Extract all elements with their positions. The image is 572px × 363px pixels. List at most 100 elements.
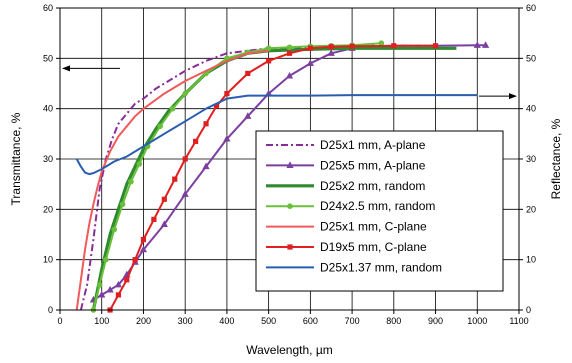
data-point-circle xyxy=(182,90,188,97)
y-tick-label-left: 50 xyxy=(43,53,53,63)
right-axis-arrow-head xyxy=(509,93,517,100)
data-point-square xyxy=(203,121,209,127)
data-point-circle xyxy=(286,44,293,51)
data-point-triangle xyxy=(265,89,273,97)
data-point-square xyxy=(349,43,355,49)
data-point-triangle xyxy=(202,162,210,170)
data-point-triangle xyxy=(181,190,189,197)
y-tick-label-right: 0 xyxy=(526,305,531,315)
data-point-square xyxy=(132,257,138,263)
data-point-triangle xyxy=(223,134,231,142)
data-point-circle xyxy=(128,178,134,185)
y-tick-label-left: 20 xyxy=(43,204,53,214)
y-axis-label-left: Transmittance, % xyxy=(9,112,23,205)
data-point-circle xyxy=(157,123,163,130)
data-point-square xyxy=(140,236,147,243)
y-tick-label-left: 30 xyxy=(43,154,53,164)
y-tick-label-right: 60 xyxy=(526,3,536,13)
data-point-square xyxy=(224,90,230,97)
data-point-triangle xyxy=(244,112,252,119)
data-point-square xyxy=(307,45,313,51)
data-point-triangle xyxy=(160,220,168,228)
data-point-triangle xyxy=(286,161,294,168)
x-tick-label: 1100 xyxy=(509,316,528,326)
data-point-circle xyxy=(287,203,293,209)
y-tick-label-left: 10 xyxy=(43,255,53,265)
x-tick-label: 200 xyxy=(136,316,151,326)
legend: D25x1 mm, A-plane D25x5 mm, A-plane D25x2 … xyxy=(255,130,504,292)
data-point-square xyxy=(213,103,220,109)
series-4 xyxy=(75,49,269,311)
data-point-triangle xyxy=(106,285,114,293)
series-line xyxy=(92,42,382,311)
legend-label: D25x1.37 mm, random xyxy=(320,260,442,274)
data-point-triangle xyxy=(139,245,148,253)
y-tick-label-left: 0 xyxy=(48,305,53,315)
data-point-square xyxy=(432,43,439,49)
data-point-square xyxy=(151,216,157,222)
data-point-triangle xyxy=(306,59,314,66)
data-point-square xyxy=(328,44,334,50)
left-axis-arrow-head xyxy=(62,65,70,72)
data-point-circle xyxy=(103,256,109,263)
data-point-circle xyxy=(169,105,176,112)
data-point-square xyxy=(115,292,122,298)
x-tick-label: 100 xyxy=(94,316,109,326)
axis-arrows xyxy=(62,65,517,100)
legend-label: D19x5 mm, C-plane xyxy=(320,240,427,254)
x-tick-label: 500 xyxy=(261,316,276,326)
y-tick-label-left: 60 xyxy=(43,3,53,13)
x-tick-label: 900 xyxy=(428,316,443,326)
x-tick-label: 700 xyxy=(345,316,360,326)
x-axis-label: Wavelength, µm xyxy=(246,343,333,357)
series-5 xyxy=(107,43,439,313)
y-tick-label-right: 40 xyxy=(526,104,536,114)
data-point-circle xyxy=(96,282,103,288)
legend-box xyxy=(255,130,504,292)
data-point-triangle xyxy=(482,41,490,48)
legend-label: D25x1 mm, A-plane xyxy=(320,138,426,152)
x-tick-label: 800 xyxy=(386,316,401,326)
data-point-triangle xyxy=(285,71,294,79)
data-point-triangle xyxy=(327,49,335,56)
x-tick-label: 400 xyxy=(219,316,234,326)
data-point-square xyxy=(287,244,293,250)
data-point-triangle xyxy=(114,280,123,288)
y-axis-label-right: Reflectance, % xyxy=(549,118,563,199)
y-tick-label-right: 10 xyxy=(526,255,536,265)
data-point-square xyxy=(286,50,293,56)
data-point-square xyxy=(266,58,272,64)
series-line xyxy=(75,49,269,311)
data-point-square xyxy=(172,176,178,182)
legend-label: D25x5 mm, A-plane xyxy=(320,158,426,172)
y-tick-label-right: 30 xyxy=(526,154,536,164)
y-tick-label-right: 50 xyxy=(526,53,536,63)
x-tick-label: 1000 xyxy=(467,316,487,326)
data-point-circle xyxy=(136,161,143,167)
legend-label: D25x1 mm, C-plane xyxy=(320,220,427,234)
data-point-square xyxy=(193,138,199,144)
data-point-circle xyxy=(265,45,272,52)
data-point-square xyxy=(391,43,397,49)
data-point-circle xyxy=(111,226,118,233)
data-point-triangle xyxy=(473,41,481,48)
x-tick-label: 600 xyxy=(303,316,318,326)
y-tick-label-right: 20 xyxy=(526,204,536,214)
data-point-square xyxy=(124,277,130,283)
series-layer xyxy=(75,40,490,313)
legend-label: D24x2.5 mm, random xyxy=(320,199,435,213)
x-tick-label: 300 xyxy=(178,316,193,326)
data-point-circle xyxy=(119,201,126,208)
data-point-square xyxy=(182,156,188,162)
data-point-triangle xyxy=(98,290,106,298)
y-tick-label-left: 40 xyxy=(43,104,53,114)
series-line xyxy=(75,94,478,176)
data-point-square xyxy=(245,70,251,77)
legend-label: D25x2 mm, random xyxy=(320,179,425,193)
series-6 xyxy=(75,94,478,176)
data-point-square xyxy=(161,196,167,202)
data-point-circle xyxy=(378,40,385,47)
x-tick-label: 0 xyxy=(57,316,62,326)
